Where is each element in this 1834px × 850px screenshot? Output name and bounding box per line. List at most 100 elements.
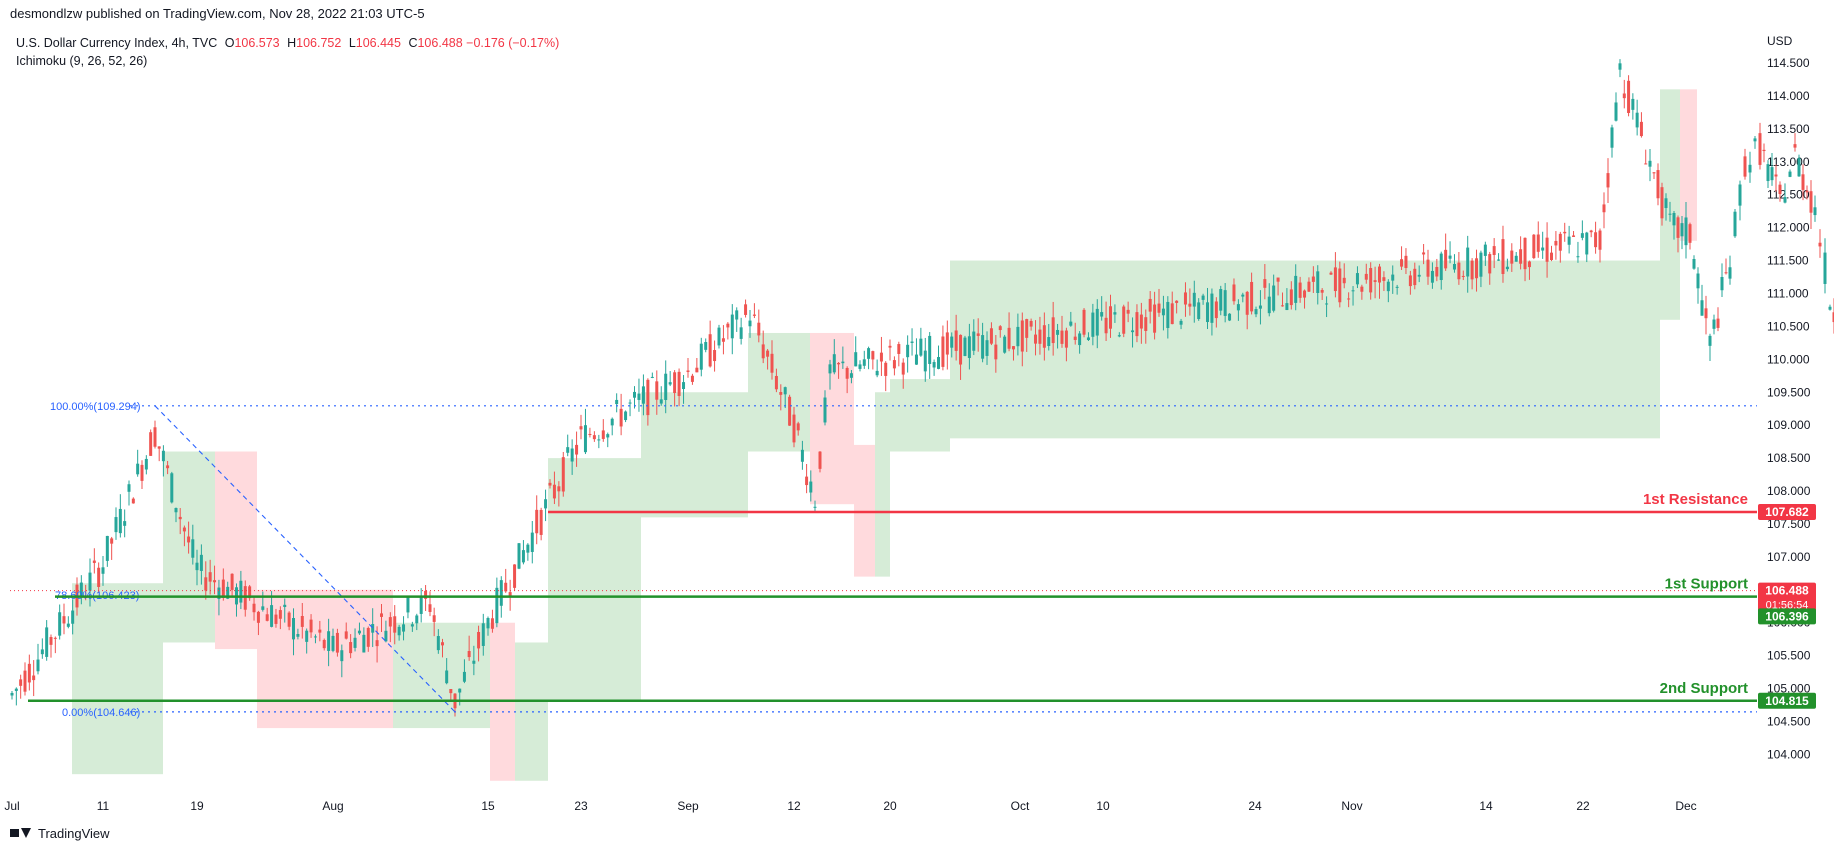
symbol-name[interactable]: U.S. Dollar Currency Index, 4h, TVC [16,36,218,50]
candle-body [530,532,534,552]
candle-body [526,544,530,553]
candle-body [862,359,866,366]
candle-body [375,640,379,647]
candle-body [213,580,217,583]
close-label: C [408,36,418,50]
candle-body [23,670,27,692]
candle-body [1250,281,1254,312]
candle-body [1289,289,1293,306]
candle-body [1170,303,1174,325]
candle-body [1627,80,1631,113]
candle-body [243,586,247,610]
candle-body [1095,308,1099,336]
x-tick-label: 23 [574,799,588,813]
candle-body [704,342,708,350]
candle-body [1532,234,1536,259]
candle-body [1758,133,1762,165]
candle-body [805,476,809,486]
candle-body [1753,138,1757,142]
candle-body [1276,277,1280,282]
candle-body [53,637,57,639]
candle-body [226,586,230,599]
candle-body [1545,237,1549,262]
candle-body [875,370,879,376]
candle-body [1100,312,1104,317]
ichimoku-cloud-segment [72,583,163,775]
candle-body [1733,211,1737,237]
candle-body [1307,281,1311,292]
candle-body [659,399,663,404]
x-tick-label: 19 [190,799,204,813]
candle-body [521,550,525,563]
y-tick-label: 113.500 [1767,122,1810,136]
candle-body [539,509,543,535]
candle-body [1514,255,1518,262]
candle-body [66,623,70,627]
candle-body [481,623,485,646]
candle-body [879,352,883,362]
candle-body [1029,320,1033,327]
candle-body [646,379,650,416]
candle-body [40,649,44,655]
candle-body [800,449,804,462]
candle-body [1117,335,1121,337]
candle-body [1774,174,1778,177]
candle-body [959,334,963,365]
candle-body [410,624,414,627]
candle-body [1201,295,1205,300]
symbol-row[interactable]: U.S. Dollar Currency Index, 4h, TVC O106… [16,34,559,52]
candle-body [136,463,140,475]
candle-body [371,624,375,633]
candle-body [619,408,623,427]
candle-body [1832,312,1834,323]
candle-body [1210,293,1214,323]
candle-body [1805,190,1809,193]
candle-body [664,373,668,400]
x-tick-label: 12 [787,799,801,813]
indicator-row[interactable]: Ichimoku (9, 26, 52, 26) [16,54,148,68]
candle-body [1470,260,1474,280]
candle-body [708,334,712,367]
candle-body [144,458,148,470]
x-tick-label: 15 [481,799,495,813]
chart-legend: U.S. Dollar Currency Index, 4h, TVC O106… [16,34,559,70]
candle-body [1479,252,1483,277]
ichimoku-cloud-segment [515,642,548,781]
candle-body [717,327,721,346]
candle-body [380,613,383,617]
x-tick-label: Sep [677,799,699,813]
y-tick-label: 111.000 [1767,286,1809,300]
candle-body [187,536,191,543]
candle-body [1139,314,1143,329]
candle-body [1161,308,1165,316]
candle-body [504,582,508,592]
candle-body [766,350,770,357]
candle-body [331,635,335,651]
candle-body [1766,164,1770,182]
candle-body [796,423,800,431]
candle-body [357,630,361,634]
candle-body [1684,217,1688,246]
currency-label: USD [1767,34,1793,48]
candle-body [1197,302,1201,320]
candle-body [752,314,756,316]
candle-body [313,636,317,638]
candle-body [548,482,552,486]
candle-body [721,338,725,342]
y-tick-label: 114.000 [1767,89,1810,103]
candle-body [1267,296,1271,314]
candle-body [1038,329,1042,344]
support-1-price-tag: 106.396 [1765,609,1809,623]
candle-body [239,580,243,603]
candle-body [1386,281,1390,292]
candle-body [575,444,579,455]
candle-body [1003,336,1007,353]
candle-body [1034,334,1038,344]
candle-body [123,521,127,526]
candle-body [174,507,178,513]
x-tick-label: 22 [1576,799,1590,813]
candle-body [436,636,440,651]
candle-body [1395,286,1399,288]
candle-body [579,426,583,430]
